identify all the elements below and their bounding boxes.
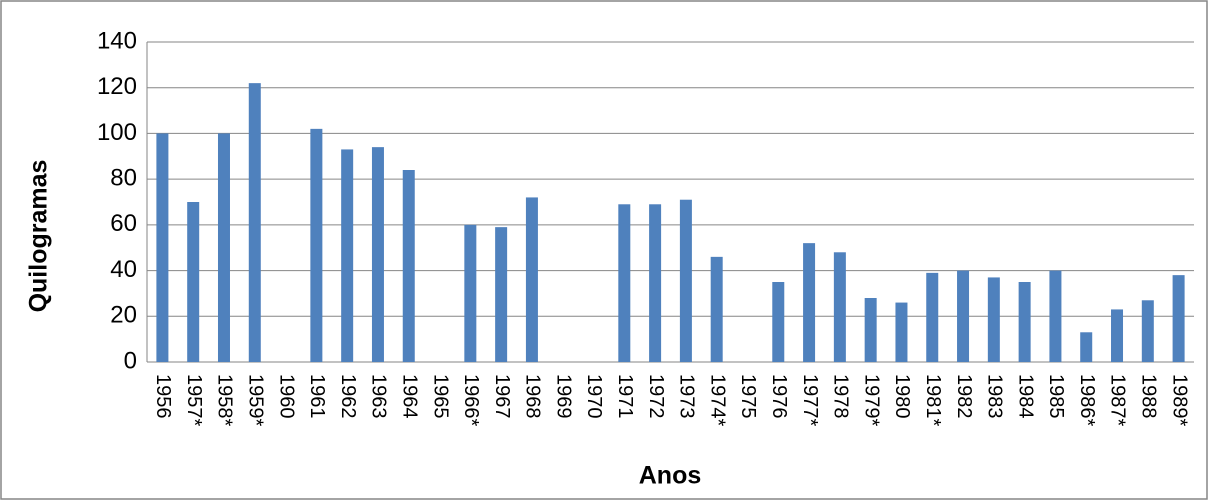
x-tick-label: 1966* xyxy=(460,374,482,426)
y-tick-label: 40 xyxy=(110,256,137,283)
x-tick-label: 1972 xyxy=(645,374,667,419)
x-tick-label: 1967 xyxy=(491,374,513,419)
x-tick-label: 1965 xyxy=(429,374,451,419)
x-tick-label: 1961 xyxy=(306,374,328,419)
y-tick-label: 60 xyxy=(110,210,137,237)
bar xyxy=(464,224,477,362)
bar xyxy=(248,83,261,363)
x-tick-label: 1957* xyxy=(183,374,205,426)
x-tick-label: 1975 xyxy=(737,374,759,419)
x-tick-label: 1974* xyxy=(706,374,728,426)
bar xyxy=(217,133,230,362)
bar xyxy=(987,277,1000,362)
bar xyxy=(1049,270,1062,362)
bar xyxy=(710,256,723,362)
bar xyxy=(156,133,169,362)
x-tick-label: 1959* xyxy=(244,374,266,426)
x-tick-label: 1963 xyxy=(368,374,390,419)
y-axis-title: Quilogramas xyxy=(25,160,53,313)
bar xyxy=(402,170,415,362)
x-tick-label: 1984 xyxy=(1014,374,1036,419)
x-tick-label: 1985 xyxy=(1045,374,1067,419)
x-tick-label: 1968 xyxy=(522,374,544,419)
bar xyxy=(341,149,354,362)
bar xyxy=(1172,275,1185,362)
bar xyxy=(926,272,939,362)
y-tick-label: 100 xyxy=(97,119,137,146)
x-axis-title: Anos xyxy=(639,462,702,490)
x-tick-label: 1988 xyxy=(1138,374,1160,419)
x-tick-label: 1958* xyxy=(214,374,236,426)
bar xyxy=(833,252,846,362)
x-tick-label: 1970 xyxy=(583,374,605,419)
bar xyxy=(525,197,538,362)
bar xyxy=(187,202,200,362)
bar xyxy=(864,298,877,362)
x-tick-label: 1964 xyxy=(398,374,420,419)
bar xyxy=(679,199,692,362)
bar xyxy=(772,282,785,362)
x-tick-label: 1981* xyxy=(922,374,944,426)
x-tick-label: 1980 xyxy=(891,374,913,419)
y-tick-label: 20 xyxy=(110,302,137,329)
bar xyxy=(1080,332,1093,362)
x-tick-label: 1978 xyxy=(830,374,852,419)
x-tick-label: 1956 xyxy=(152,374,174,419)
x-tick-label: 1982 xyxy=(953,374,975,419)
x-tick-label: 1971 xyxy=(614,374,636,419)
x-tick-label: 1962 xyxy=(337,374,359,419)
y-tick-label: 0 xyxy=(124,347,137,374)
x-tick-label: 1960 xyxy=(275,374,297,419)
x-tick-label: 1969 xyxy=(552,374,574,419)
x-tick-label: 1987* xyxy=(1107,374,1129,426)
x-tick-label: 1989* xyxy=(1168,374,1190,426)
bar xyxy=(1018,282,1031,362)
bar xyxy=(649,204,662,362)
y-tick-label: 80 xyxy=(110,164,137,191)
bar xyxy=(310,128,323,362)
bar xyxy=(618,204,631,362)
x-tick-label: 1979* xyxy=(860,374,882,426)
x-tick-label: 1986* xyxy=(1076,374,1098,426)
bar xyxy=(1111,309,1124,362)
x-tick-label: 1973 xyxy=(676,374,698,419)
bar xyxy=(371,147,384,362)
x-tick-label: 1983 xyxy=(984,374,1006,419)
bar xyxy=(495,227,508,362)
bar xyxy=(957,270,970,362)
y-tick-label: 120 xyxy=(97,73,137,100)
bar xyxy=(803,243,816,362)
x-tick-label: 1976 xyxy=(768,374,790,419)
y-tick-label: 140 xyxy=(97,27,137,54)
bar xyxy=(1141,300,1154,362)
x-tick-label: 1977* xyxy=(799,374,821,426)
bar xyxy=(895,302,908,362)
